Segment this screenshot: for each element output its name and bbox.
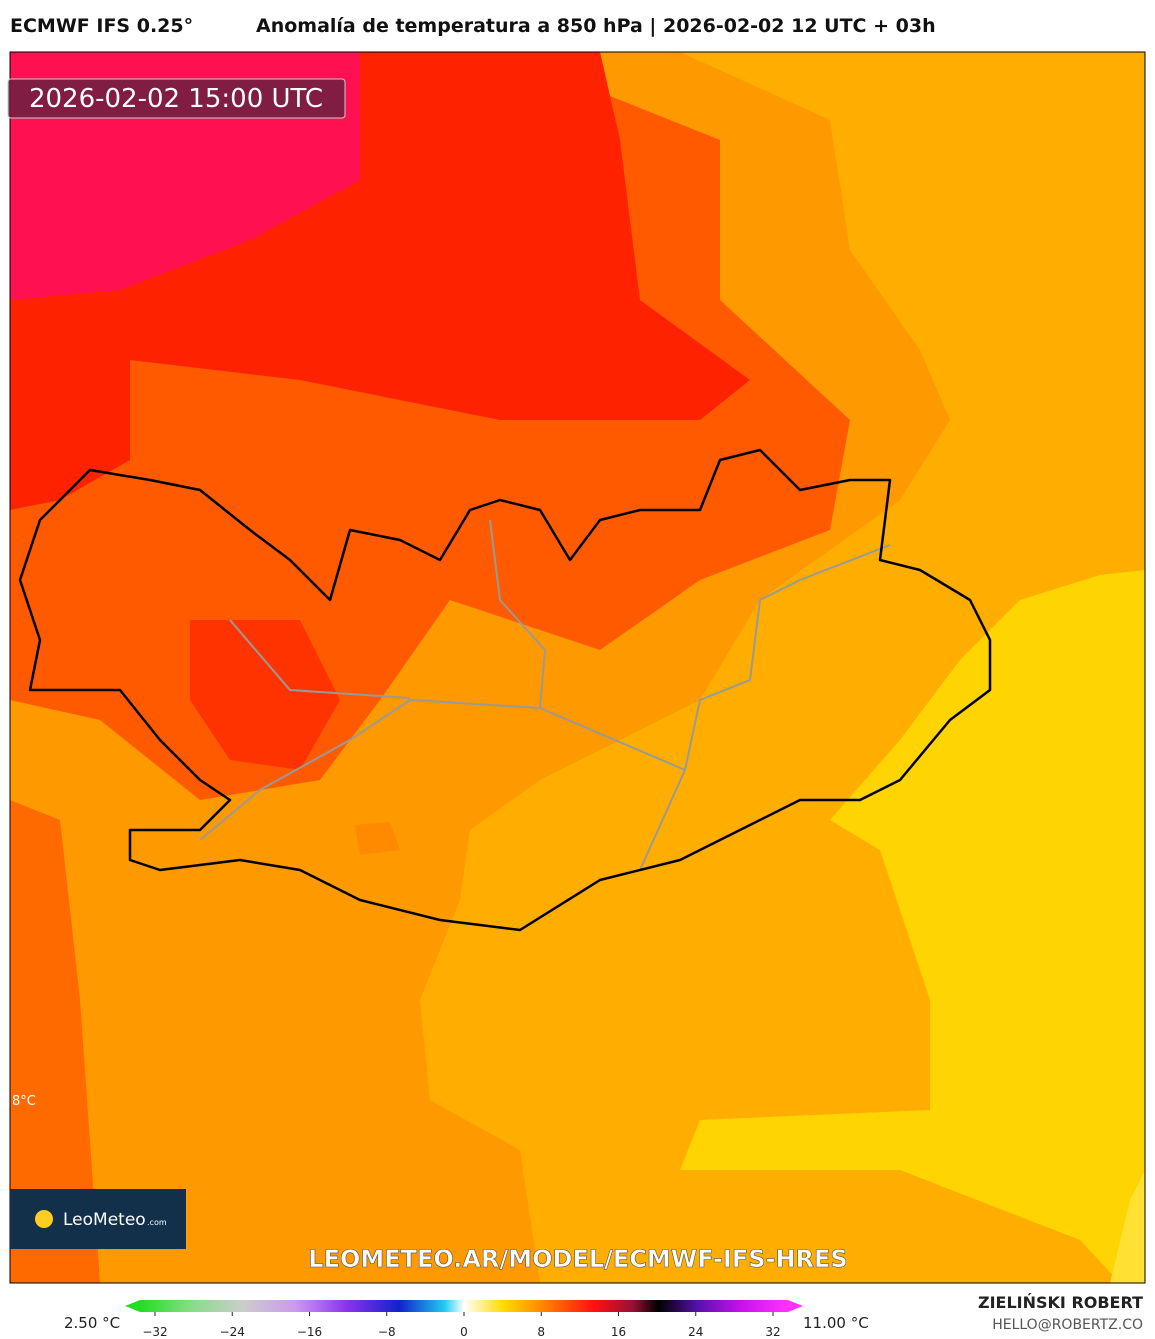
- colorbar-max: 11.00 °C: [803, 1314, 869, 1332]
- field-region: [190, 620, 340, 770]
- colorbar-min: 2.50 °C: [64, 1314, 120, 1332]
- colorbar-tick-label: −16: [297, 1325, 322, 1339]
- valid-time: 2026-02-02 15:00 UTC: [29, 84, 323, 114]
- map-title: Anomalía de temperatura a 850 hPa | 2026…: [256, 15, 936, 37]
- field-region: [10, 800, 100, 1283]
- colorbar-extend-high: [788, 1300, 803, 1312]
- colorbar-tick-label: 0: [460, 1325, 468, 1339]
- map: 8°C: [10, 52, 1145, 1283]
- logo-suffix: .com: [147, 1218, 167, 1227]
- field-region: [1110, 1170, 1145, 1283]
- email: HELLO@ROBERTZ.CO: [992, 1317, 1143, 1333]
- coastline: [18, 448, 992, 932]
- source-url: LEOMETEO.AR/MODEL/ECMWF-IFS-HRES: [308, 1245, 847, 1273]
- field-region: [680, 570, 1145, 1283]
- colorbar-extend-low: [125, 1300, 140, 1312]
- region-border: [229, 619, 411, 699]
- colorbar-tick-label: −32: [142, 1325, 167, 1339]
- region-border: [684, 544, 891, 771]
- colorbar-tick-label: 24: [688, 1325, 703, 1339]
- colorbar-tick-label: 8: [537, 1325, 545, 1339]
- author: ZIELIŃSKI ROBERT: [978, 1293, 1143, 1312]
- logo-name: LeoMeteo: [63, 1210, 146, 1230]
- colorbar-tick-label: 16: [611, 1325, 626, 1339]
- colorbar: [140, 1300, 788, 1312]
- map-frame: [9, 51, 1146, 1284]
- model-name: ECMWF IFS 0.25°: [10, 15, 193, 37]
- contour-label: 8°C: [12, 1094, 36, 1109]
- time-box: [7, 78, 346, 119]
- colorbar-ticks: −32 −24 −16 −8 0 8 16 24 32: [142, 1312, 781, 1339]
- colorbar-tick-label: −8: [378, 1325, 396, 1339]
- field-region: [355, 822, 400, 855]
- colorbar-tick-label: −24: [220, 1325, 245, 1339]
- region-border: [199, 519, 547, 841]
- colorbar-tick-label: 32: [765, 1325, 780, 1339]
- logo-sun: [35, 1210, 53, 1228]
